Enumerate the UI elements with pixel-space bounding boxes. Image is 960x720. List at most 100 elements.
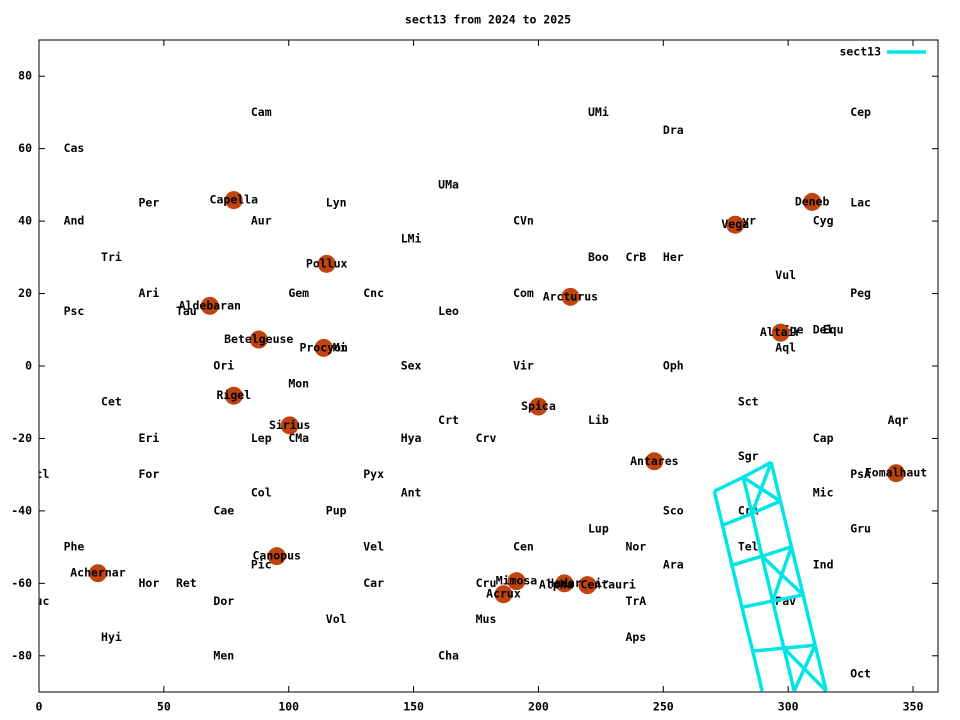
star-label: Rigel — [216, 388, 251, 402]
constellation-label: Pyx — [363, 467, 384, 481]
constellation-label: Cet — [101, 395, 122, 409]
constellation-label: Hyi — [101, 630, 122, 644]
constellation-label: Cap — [813, 431, 834, 445]
constellation-label: CVn — [513, 214, 534, 228]
star-label: Antares — [630, 454, 678, 468]
constellation-label: UMi — [588, 105, 609, 119]
star-label: Pollux — [306, 256, 348, 270]
star-marker — [224, 386, 243, 405]
constellation-label: Sct — [738, 395, 759, 409]
chart-title: sect13 from 2024 to 2025 — [405, 13, 571, 27]
star-label: Achernar — [70, 566, 125, 580]
star-label: Capella — [210, 193, 259, 207]
star-marker — [803, 192, 822, 211]
star-marker — [578, 576, 597, 595]
star-marker — [267, 547, 286, 566]
star-label: Arcturus — [543, 289, 598, 303]
constellation-label: Tuc — [29, 594, 50, 608]
constellation-label: Cam — [251, 105, 272, 119]
star-marker — [200, 296, 219, 315]
constellation-label: Com — [513, 286, 534, 300]
x-tick-label: 0 — [36, 700, 43, 714]
y-tick-label: -80 — [11, 648, 32, 662]
constellation-label: Crt — [438, 413, 459, 427]
constellation-label: PsA — [850, 467, 871, 481]
star-label: Aldebaran — [179, 298, 241, 312]
x-tick-label: 100 — [278, 700, 299, 714]
constellation-label: Lib — [588, 413, 609, 427]
constellation-label: Lyn — [326, 196, 347, 210]
constellation-label: Sgr — [738, 449, 759, 463]
star-label: Betelgeuse — [224, 332, 293, 346]
y-tick-label: 40 — [18, 214, 32, 228]
star-marker — [561, 287, 580, 306]
constellation-label: Vir — [513, 359, 534, 373]
constellation-label: For — [138, 467, 159, 481]
constellation-label: Vul — [775, 268, 796, 282]
constellation-label: CMa — [288, 431, 309, 445]
constellation-label: Per — [138, 196, 159, 210]
constellation-label: Ori — [213, 359, 234, 373]
constellation-label: Boo — [588, 250, 609, 264]
constellation-label: Pic — [251, 558, 272, 572]
constellation-label: Sex — [401, 359, 422, 373]
y-tick-label: -20 — [11, 431, 32, 445]
constellation-label: Nor — [625, 540, 646, 554]
constellation-label: Cas — [64, 141, 85, 155]
star-marker — [529, 397, 548, 416]
legend-label: sect13 — [839, 45, 881, 59]
y-tick-label: 0 — [25, 359, 32, 373]
constellation-label: Tel — [738, 540, 759, 554]
constellation-label: Lac — [850, 196, 871, 210]
constellation-label: Equ — [823, 322, 844, 336]
star-label: Canopus — [253, 549, 301, 563]
constellation-label: Dor — [213, 594, 234, 608]
constellation-label: Oct — [850, 666, 871, 680]
constellation-label: Cep — [850, 105, 871, 119]
star-label: Acrux — [486, 587, 521, 601]
star-marker — [771, 323, 790, 342]
sector-line — [712, 460, 828, 692]
x-tick-label: 50 — [157, 700, 171, 714]
constellation-label: Ara — [663, 558, 684, 572]
star-label: Deneb — [795, 194, 830, 208]
constellation-label: Lup — [588, 522, 609, 536]
constellation-label: Oph — [663, 359, 684, 373]
constellation-label: Her — [663, 250, 684, 264]
constellation-label: Cru — [476, 576, 497, 590]
constellation-label: Aps — [625, 630, 646, 644]
star-label: Alpha Centauri — [539, 578, 636, 592]
constellation-label: Sco — [663, 503, 684, 517]
constellation-label: Hor — [138, 576, 159, 590]
constellation-label: Cyg — [813, 214, 834, 228]
constellation-label: Eri — [138, 431, 159, 445]
constellation-label: Leo — [438, 304, 459, 318]
star-marker — [494, 585, 513, 604]
constellation-label: Scl — [29, 467, 50, 481]
star-marker — [507, 572, 526, 591]
constellation-label: UMa — [438, 177, 459, 191]
constellation-label: LMi — [401, 232, 422, 246]
constellation-label: Phe — [64, 540, 85, 554]
star-label: Mimosa — [496, 574, 538, 588]
star-marker — [280, 416, 299, 435]
star-marker — [887, 464, 906, 483]
y-tick-label: 60 — [18, 141, 32, 155]
constellation-label: Aqr — [888, 413, 909, 427]
constellation-label: Pup — [326, 503, 347, 517]
x-tick-label: 150 — [403, 700, 424, 714]
constellation-label: Mic — [813, 485, 834, 499]
constellation-label: Car — [363, 576, 384, 590]
constellation-label: Aur — [251, 214, 272, 228]
x-tick-label: 300 — [778, 700, 799, 714]
y-tick-label: -40 — [11, 503, 32, 517]
constellation-label: Cen — [513, 540, 534, 554]
x-tick-label: 350 — [903, 700, 924, 714]
star-label: Procyon — [299, 340, 348, 354]
star-label: Hadar — [547, 576, 582, 590]
constellation-label: Peg — [850, 286, 871, 300]
constellation-label: And — [64, 214, 85, 228]
constellation-label: Ret — [176, 576, 197, 590]
star-marker — [249, 330, 268, 349]
